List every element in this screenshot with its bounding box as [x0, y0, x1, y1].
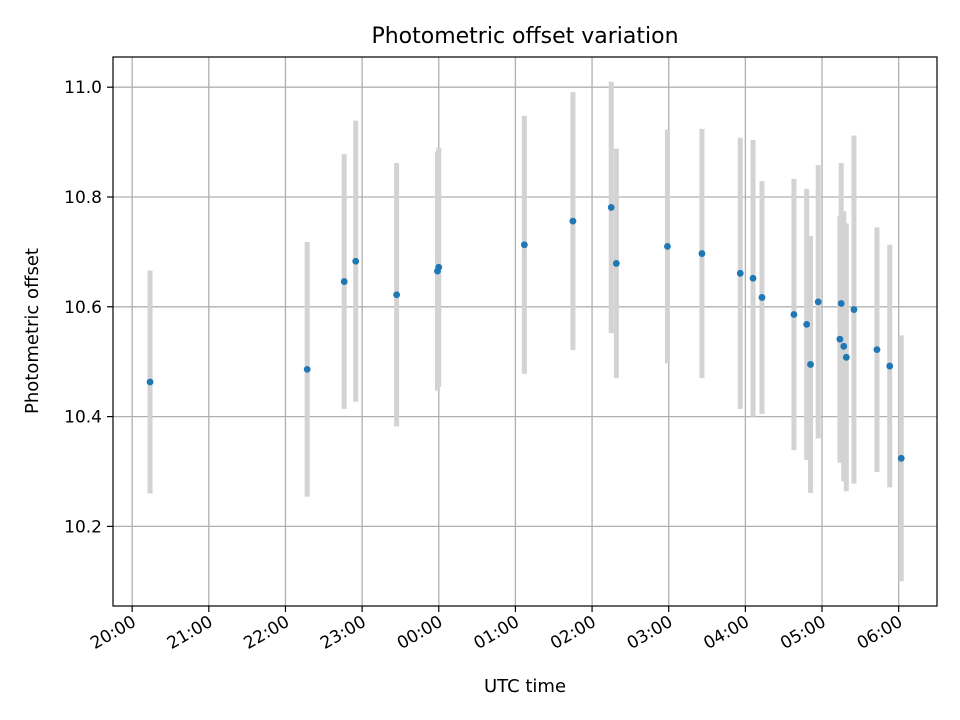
data-point [840, 342, 848, 350]
data-point [803, 320, 811, 328]
data-point [790, 311, 798, 318]
data-point [664, 243, 671, 250]
data-point [736, 269, 744, 277]
data-point [612, 260, 620, 267]
data-point [814, 298, 822, 306]
data-point [146, 378, 154, 386]
data-point [303, 365, 311, 373]
data-point [340, 278, 348, 285]
data-point [607, 204, 615, 211]
data-point [393, 291, 401, 299]
y-tick-label: 10.6 [64, 298, 102, 318]
y-tick-label: 11.0 [64, 78, 102, 98]
data-point [807, 361, 814, 368]
data-point [850, 306, 858, 313]
data-point [698, 250, 706, 257]
data-point [435, 263, 443, 271]
data-point [886, 362, 894, 370]
data-point [758, 294, 766, 301]
data-point [520, 241, 528, 249]
y-tick-label: 10.8 [64, 188, 102, 208]
y-tick-label: 10.2 [64, 517, 102, 537]
data-point [749, 274, 757, 282]
data-points [146, 204, 905, 462]
data-point [837, 300, 845, 307]
data-point [873, 346, 881, 354]
data-point [897, 454, 905, 462]
chart-title: Photometric offset variation [371, 24, 678, 49]
data-point [569, 217, 577, 225]
x-axis-label: UTC time [484, 676, 566, 697]
data-point [836, 335, 844, 343]
data-point [352, 257, 360, 265]
data-point [842, 353, 850, 361]
y-axis-ticks: 10.2 10.4 10.6 10.8 11.0 [64, 78, 113, 537]
y-axis-label: Photometric offset [22, 248, 43, 414]
plot-frame [112, 56, 938, 607]
y-tick-label: 10.4 [64, 408, 102, 428]
